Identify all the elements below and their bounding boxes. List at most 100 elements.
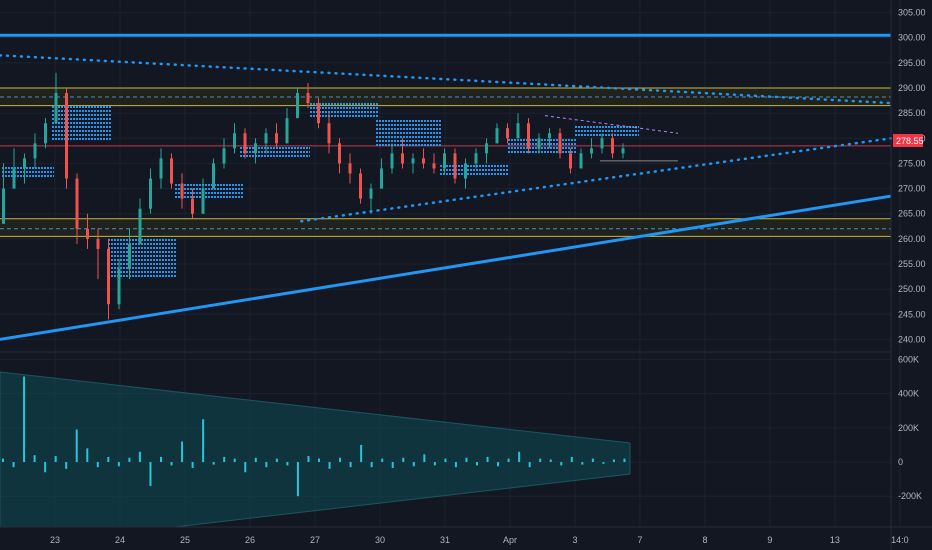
volume-tick-label: 600K	[898, 354, 919, 364]
candle-body	[191, 198, 194, 214]
time-tick-label: Apr	[503, 535, 517, 545]
candle-body	[201, 188, 205, 214]
time-tick-label: 3	[572, 535, 577, 545]
volume-tick-label: -200K	[898, 491, 922, 501]
candle-body	[233, 133, 236, 149]
volume-bar	[381, 458, 384, 463]
time-tick-label: 8	[702, 535, 707, 545]
volume-bar	[412, 462, 415, 467]
horizontal-bands	[0, 87, 891, 237]
time-tick-label: 26	[245, 535, 255, 545]
volume-bar	[191, 462, 194, 469]
volume-bar	[181, 441, 184, 463]
wedge-upper-line[interactable]	[544, 115, 679, 134]
volume-bar	[560, 462, 563, 466]
candle-body	[611, 138, 614, 154]
last-price-label: 278.55	[896, 136, 924, 146]
candle-body	[296, 93, 299, 119]
candle-body	[33, 143, 37, 159]
time-tick-label: 7	[637, 535, 642, 545]
candle-body	[243, 133, 247, 154]
volume-bar	[402, 457, 405, 463]
volume-bar	[539, 458, 542, 463]
candle-body	[65, 93, 68, 179]
volume-bar	[370, 462, 373, 468]
dotted-rising-dotted[interactable]	[299, 137, 893, 223]
last-price-badge-bg	[893, 134, 923, 147]
volume-bar	[296, 462, 299, 497]
volume-bar	[65, 462, 68, 469]
candle-body	[170, 158, 173, 184]
candle-body	[107, 248, 110, 305]
time-tick-label: 24	[115, 535, 125, 545]
price-tick-label: 265.00	[898, 209, 926, 219]
price-candles	[2, 72, 625, 320]
volume-axis[interactable]: 600K 400K 200K 0 -200K	[898, 354, 922, 501]
drawn-trendlines[interactable]	[0, 33, 893, 341]
volume-tick-label: 400K	[898, 389, 919, 399]
time-tick-label: 13	[830, 535, 840, 545]
time-tick-label: 31	[440, 535, 450, 545]
candle-body	[369, 188, 373, 199]
volume-bar	[54, 456, 57, 463]
candle-body	[180, 183, 184, 199]
price-tick-label: 285.00	[898, 108, 926, 118]
candle-body	[464, 163, 467, 179]
candle-body	[516, 123, 520, 139]
volume-wedge	[0, 371, 631, 528]
dotted-descending-resistance[interactable]	[0, 54, 893, 105]
price-tick-label: 260.00	[898, 234, 926, 244]
candle-body	[212, 163, 215, 189]
volume-bar	[128, 457, 131, 463]
price-tick-label: 270.00	[898, 184, 926, 194]
candle-body	[159, 158, 163, 179]
volume-bar	[339, 457, 342, 463]
candle-body	[432, 163, 436, 169]
time-axis[interactable]: 23 24 25 26 27 30 31 Apr 3 7 8 9 13 14:0	[50, 535, 909, 545]
candle-body	[128, 243, 131, 270]
volume-bar	[549, 459, 552, 463]
candle-body	[327, 123, 331, 144]
volume-tick-label: 0	[898, 457, 903, 467]
volume-bar	[623, 458, 626, 463]
volume-bar	[612, 459, 615, 463]
time-tick-label: 14:0	[891, 535, 909, 545]
volume-bar	[423, 454, 426, 463]
trendline-rising-support[interactable]	[0, 194, 892, 341]
price-band-fill	[0, 218, 891, 237]
candle-body	[222, 148, 226, 164]
time-tick-label: 30	[375, 535, 385, 545]
price-tick-label: 255.00	[898, 259, 926, 269]
candle-body	[474, 153, 478, 164]
volume-bar	[476, 462, 478, 466]
candle-body	[537, 138, 541, 149]
volume-bar	[265, 462, 268, 468]
price-tick-label: 295.00	[898, 58, 926, 68]
candle-body	[579, 153, 583, 169]
price-tick-label: 245.00	[898, 309, 926, 319]
volume-bar	[518, 451, 521, 463]
candle-body	[96, 238, 100, 249]
candle-body	[12, 168, 16, 189]
candle-body	[306, 93, 310, 104]
volume-bar	[465, 457, 468, 463]
time-tick-label: 23	[50, 535, 60, 545]
price-tick-label: 240.00	[898, 334, 926, 344]
candle-body	[138, 208, 142, 244]
candle-body	[390, 153, 394, 169]
volume-bar	[86, 448, 89, 463]
volume-bar	[433, 462, 436, 466]
price-tick-label: 305.00	[898, 8, 926, 18]
candle-body	[86, 228, 89, 239]
candle-body	[2, 188, 5, 224]
volume-bar	[391, 462, 394, 469]
candle-body	[348, 163, 352, 174]
volume-bar	[212, 462, 215, 465]
candle-body	[590, 148, 593, 154]
volume-bar	[149, 462, 152, 486]
candle-body	[149, 178, 152, 209]
volume-bar	[570, 456, 573, 463]
volume-bar	[602, 462, 605, 464]
volume-bar	[160, 456, 162, 463]
